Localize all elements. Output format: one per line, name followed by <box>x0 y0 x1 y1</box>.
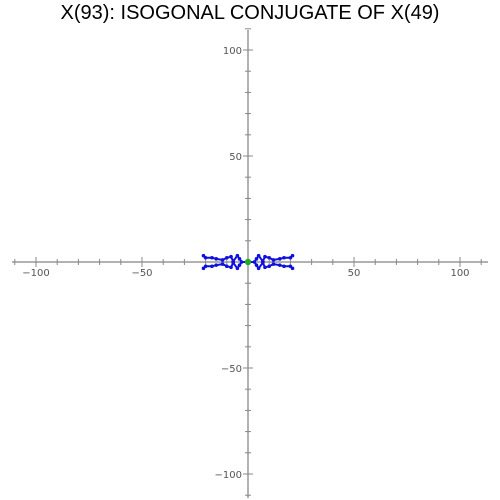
x-tick-label: −100 <box>22 268 49 279</box>
data-trace <box>202 253 248 264</box>
y-tick-label: −50 <box>221 364 242 375</box>
y-tick-label: 50 <box>229 152 242 163</box>
x-tick-label: −50 <box>131 268 152 279</box>
data-trace <box>202 260 248 271</box>
x-tick-label: 100 <box>450 268 469 279</box>
x-tick-label: 50 <box>348 268 361 279</box>
data-marks <box>201 253 295 271</box>
y-tick-label: −100 <box>215 470 242 481</box>
data-trace <box>248 260 294 271</box>
data-trace <box>248 253 294 264</box>
y-tick-label: 100 <box>223 46 242 57</box>
chart-title: X(93): ISOGONAL CONJUGATE OF X(49) <box>60 2 440 24</box>
highlight-point <box>244 258 252 266</box>
